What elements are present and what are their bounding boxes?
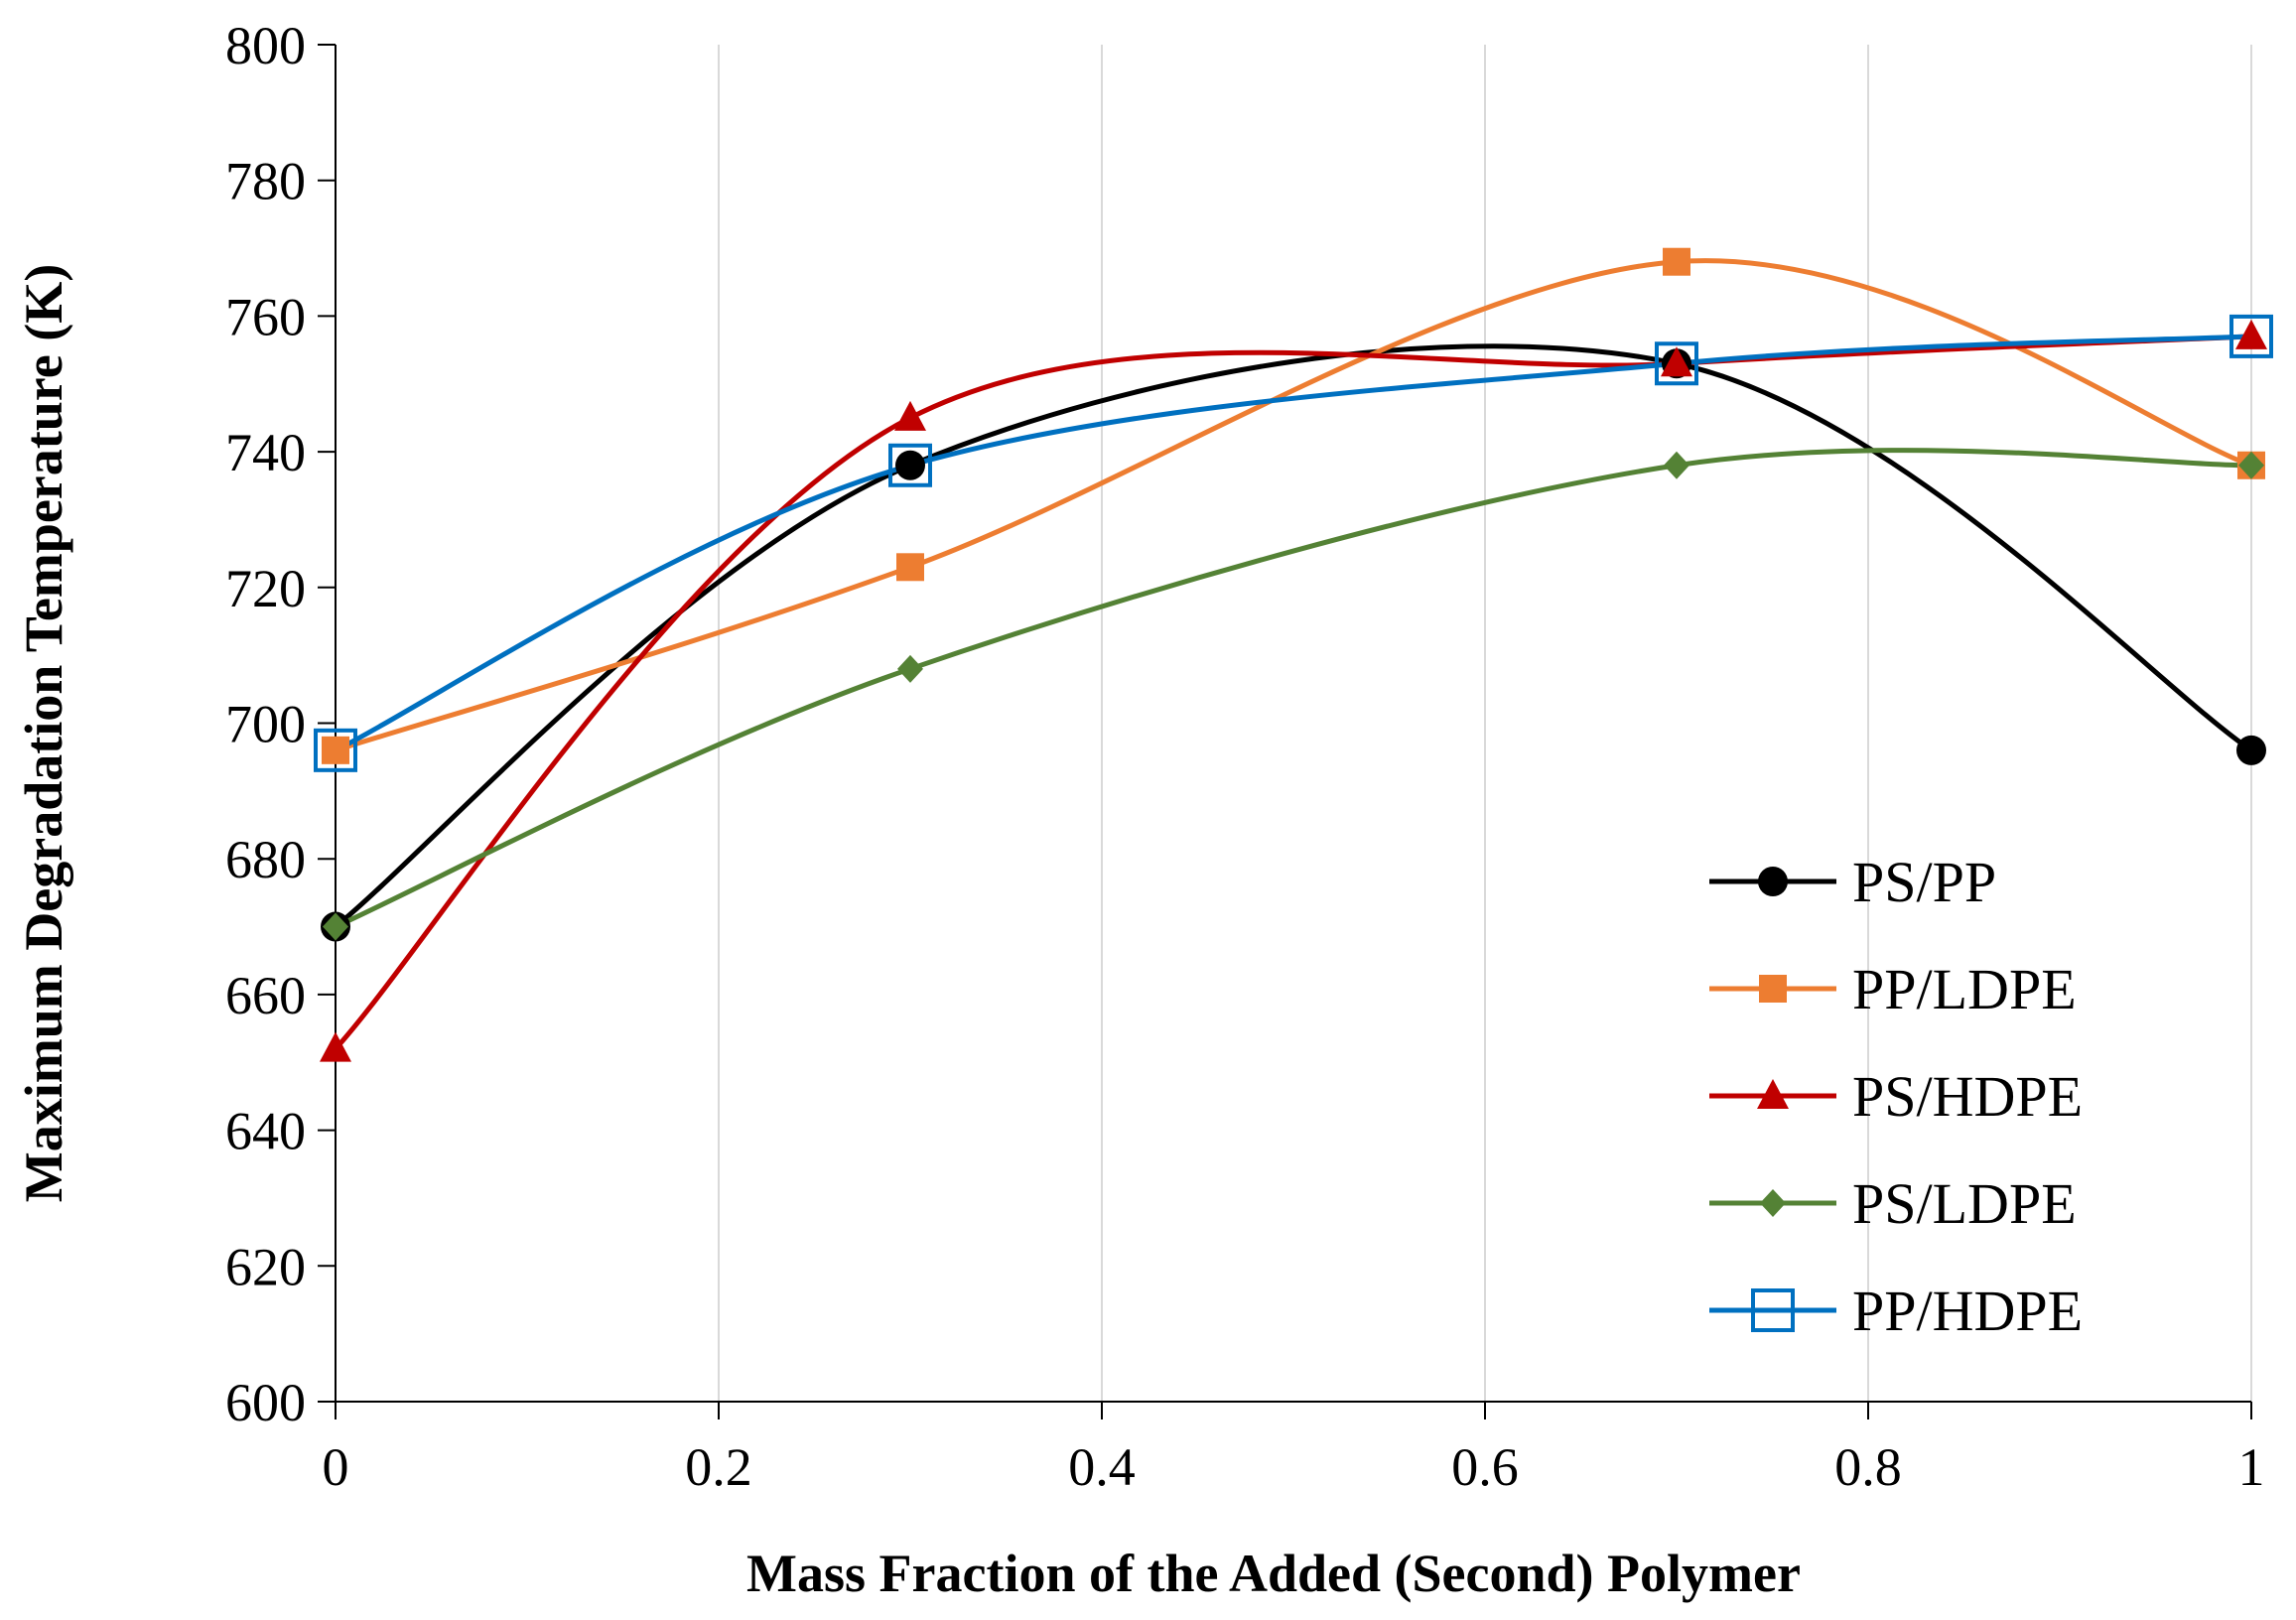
- legend: PS/PP PP/LDPE PS/HDPE PS/LDPE PP/HDPE: [1709, 850, 2083, 1343]
- x-axis-title: Mass Fraction of the Added (Second) Poly…: [746, 1544, 1801, 1603]
- y-tick-label: 600: [225, 1373, 306, 1432]
- series-line-ps-ldpe: [334, 448, 2252, 929]
- data-point-ps-pp: [2236, 735, 2266, 765]
- data-point-pp-hdpe: [314, 728, 357, 772]
- x-tick-label: 0.2: [685, 1437, 752, 1497]
- data-markers: [314, 247, 2273, 1062]
- y-tick-label: 740: [225, 423, 306, 482]
- legend-marker-ps-pp: [1758, 867, 1788, 896]
- legend-marker-ps-hdpe: [1757, 1079, 1789, 1109]
- y-tick-label: 640: [225, 1102, 306, 1161]
- legend-label-ps-ldpe: PS/LDPE: [1852, 1171, 2077, 1236]
- y-tick-label: 760: [225, 287, 306, 346]
- data-point-ps-hdpe: [1661, 346, 1692, 377]
- gridlines: [718, 45, 2252, 1402]
- legend-label-ps-hdpe: PS/HDPE: [1852, 1064, 2083, 1129]
- series-line-pp-hdpe: [334, 334, 2252, 753]
- data-point-ps-ldpe: [323, 912, 348, 941]
- legend-marker-ps-ldpe: [1760, 1189, 1786, 1217]
- data-point-ps-hdpe: [2235, 319, 2267, 349]
- data-point-ps-pp: [895, 450, 925, 480]
- series-line-ps-pp: [334, 343, 2253, 929]
- y-tick-label: 680: [225, 830, 306, 889]
- legend-label-ps-pp: PS/PP: [1852, 850, 1996, 914]
- y-tick-label: 720: [225, 559, 306, 618]
- x-tick-label: 1: [2238, 1437, 2265, 1497]
- series-line-ps-hdpe: [334, 334, 2252, 1051]
- x-tick-label: 0.6: [1451, 1437, 1519, 1497]
- data-point-pp-hdpe: [888, 443, 932, 487]
- x-tick-label: 0.8: [1834, 1437, 1902, 1497]
- y-tick-label: 620: [225, 1237, 306, 1296]
- data-point-ps-ldpe: [1664, 451, 1689, 479]
- series-line-pp-ldpe: [335, 258, 2252, 753]
- data-point-ps-hdpe: [320, 1031, 351, 1062]
- legend-marker-pp-ldpe: [1759, 975, 1787, 1003]
- data-point-ps-ldpe: [2238, 451, 2264, 479]
- y-tick-label: 660: [225, 966, 306, 1025]
- data-point-pp-ldpe: [1663, 247, 1690, 276]
- data-point-pp-ldpe: [322, 736, 349, 764]
- legend-label-pp-ldpe: PP/LDPE: [1852, 957, 2077, 1021]
- legend-label-pp-hdpe: PP/HDPE: [1852, 1279, 2083, 1343]
- data-point-pp-hdpe: [2229, 314, 2273, 358]
- y-axis-title: Maximum Degradation Temperature (K): [14, 264, 73, 1202]
- x-tick-label: 0: [323, 1437, 349, 1497]
- legend-marker-pp-hdpe: [1751, 1288, 1795, 1332]
- data-point-pp-ldpe: [896, 553, 924, 582]
- data-point-pp-hdpe: [1655, 341, 1698, 386]
- y-tick-label: 700: [225, 695, 306, 754]
- x-tick-label: 0.4: [1068, 1437, 1136, 1497]
- series-lines: [334, 258, 2253, 1051]
- data-point-ps-hdpe: [894, 400, 926, 431]
- data-point-ps-ldpe: [897, 654, 923, 683]
- axes: 600 620 640 660 680 700 720 740 760 780 800 0 0.2 0.4…: [225, 16, 2265, 1497]
- y-tick-label: 800: [225, 16, 306, 75]
- y-tick-label: 780: [225, 152, 306, 211]
